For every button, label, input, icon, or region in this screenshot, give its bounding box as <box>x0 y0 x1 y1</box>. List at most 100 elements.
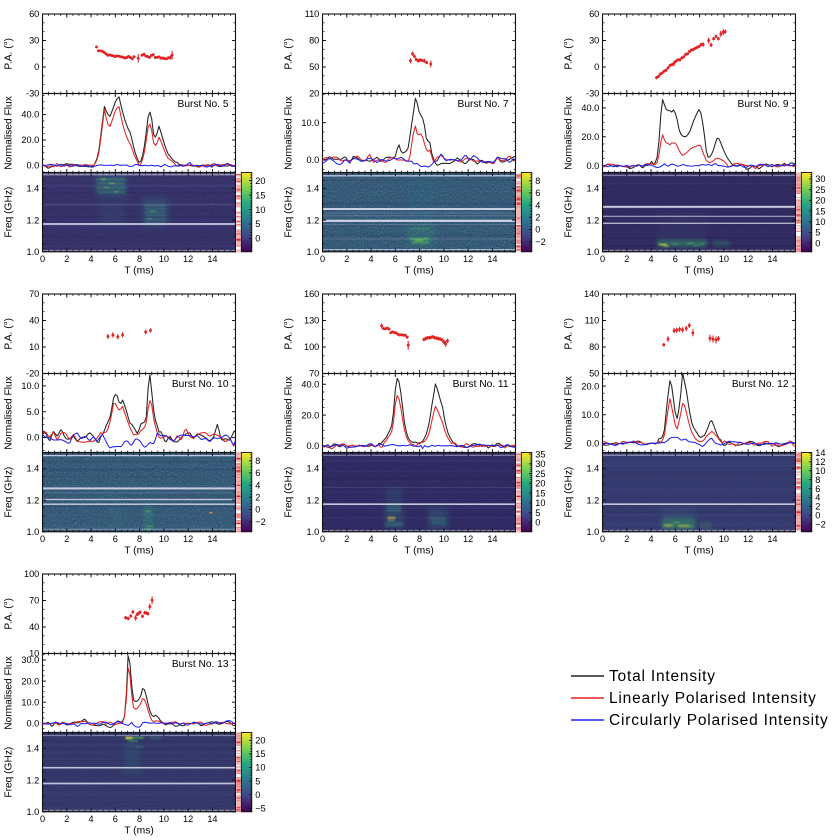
svg-text:2: 2 <box>255 493 260 503</box>
svg-text:0: 0 <box>255 505 260 515</box>
svg-text:1.2: 1.2 <box>587 215 600 225</box>
svg-text:Normalised Flux: Normalised Flux <box>4 96 15 170</box>
svg-text:1.2: 1.2 <box>27 495 40 505</box>
svg-text:20: 20 <box>309 89 319 99</box>
svg-text:−2: −2 <box>535 237 545 247</box>
svg-text:0.0: 0.0 <box>587 161 600 171</box>
svg-text:70: 70 <box>29 289 39 299</box>
svg-text:Normalised Flux: Normalised Flux <box>4 376 15 450</box>
svg-text:10: 10 <box>159 254 169 264</box>
svg-text:1.4: 1.4 <box>587 464 600 474</box>
svg-text:1.0: 1.0 <box>587 527 600 537</box>
svg-text:15: 15 <box>255 749 265 759</box>
svg-text:60: 60 <box>29 9 39 19</box>
svg-text:4: 4 <box>815 493 820 503</box>
svg-text:6: 6 <box>673 534 678 544</box>
svg-text:8: 8 <box>137 534 142 544</box>
svg-text:1.4: 1.4 <box>27 744 40 754</box>
svg-text:1.0: 1.0 <box>307 247 320 257</box>
svg-text:T (ms): T (ms) <box>124 826 154 837</box>
svg-text:20: 20 <box>815 196 825 206</box>
svg-text:T (ms): T (ms) <box>124 266 154 277</box>
svg-text:6: 6 <box>815 484 820 494</box>
svg-text:110: 110 <box>585 316 600 326</box>
svg-text:80: 80 <box>309 36 319 46</box>
svg-text:20: 20 <box>535 479 545 489</box>
svg-text:14: 14 <box>767 534 777 544</box>
svg-text:0.0: 0.0 <box>27 433 40 443</box>
svg-text:10: 10 <box>29 342 39 352</box>
svg-text:1.2: 1.2 <box>27 775 40 785</box>
svg-text:60: 60 <box>589 9 599 19</box>
svg-text:T (ms): T (ms) <box>404 266 434 277</box>
svg-text:12: 12 <box>743 254 753 264</box>
svg-text:10.0: 10.0 <box>21 697 39 707</box>
svg-text:14: 14 <box>487 254 497 264</box>
svg-text:Freq (GHz): Freq (GHz) <box>4 747 15 798</box>
svg-text:12: 12 <box>183 534 193 544</box>
svg-text:Freq (GHz): Freq (GHz) <box>4 187 15 238</box>
svg-text:14: 14 <box>207 814 217 824</box>
svg-text:P.A. (°): P.A. (°) <box>564 38 575 70</box>
svg-text:12: 12 <box>463 254 473 264</box>
svg-text:4: 4 <box>255 480 260 490</box>
svg-text:6: 6 <box>393 254 398 264</box>
svg-text:5: 5 <box>255 219 260 229</box>
svg-text:1.0: 1.0 <box>27 807 40 817</box>
svg-text:6: 6 <box>255 468 260 478</box>
svg-text:0.0: 0.0 <box>27 161 40 171</box>
svg-text:12: 12 <box>183 254 193 264</box>
svg-text:Normalised Flux: Normalised Flux <box>284 376 295 450</box>
svg-text:15: 15 <box>255 190 265 200</box>
svg-text:0: 0 <box>40 534 45 544</box>
svg-text:10: 10 <box>255 763 265 773</box>
svg-text:T (ms): T (ms) <box>124 546 154 557</box>
svg-text:14: 14 <box>815 448 825 458</box>
svg-text:Burst No. 11: Burst No. 11 <box>453 379 509 390</box>
svg-text:8: 8 <box>697 534 702 544</box>
svg-text:-20: -20 <box>26 369 39 379</box>
svg-text:40: 40 <box>29 622 39 632</box>
svg-text:Normalised Flux: Normalised Flux <box>564 376 575 450</box>
svg-text:140: 140 <box>584 289 599 299</box>
svg-text:5.0: 5.0 <box>27 407 40 417</box>
svg-text:70: 70 <box>309 369 319 379</box>
svg-text:Burst No. 13: Burst No. 13 <box>172 659 229 670</box>
svg-text:110: 110 <box>305 9 320 19</box>
svg-text:2: 2 <box>64 254 69 264</box>
svg-text:4: 4 <box>88 254 93 264</box>
svg-text:30: 30 <box>29 36 39 46</box>
svg-text:15: 15 <box>535 488 545 498</box>
svg-text:Burst No. 5: Burst No. 5 <box>178 99 229 110</box>
svg-text:2: 2 <box>64 534 69 544</box>
svg-text:Linearly Polarised Intensity: Linearly Polarised Intensity <box>609 690 817 707</box>
svg-text:100: 100 <box>24 569 39 579</box>
svg-text:−2: −2 <box>815 519 825 529</box>
svg-text:14: 14 <box>207 534 217 544</box>
svg-text:70: 70 <box>29 596 39 606</box>
svg-text:30: 30 <box>815 174 825 184</box>
svg-text:1.4: 1.4 <box>307 184 320 194</box>
svg-text:2: 2 <box>344 254 349 264</box>
svg-text:14: 14 <box>207 254 217 264</box>
svg-text:0: 0 <box>535 518 540 528</box>
svg-text:T (ms): T (ms) <box>404 546 434 557</box>
svg-text:8: 8 <box>417 254 422 264</box>
svg-text:30: 30 <box>589 36 599 46</box>
svg-text:P.A. (°): P.A. (°) <box>4 38 15 70</box>
svg-text:Burst No. 7: Burst No. 7 <box>458 99 509 110</box>
svg-text:5: 5 <box>815 228 820 238</box>
svg-text:160: 160 <box>304 289 319 299</box>
svg-text:10: 10 <box>815 217 825 227</box>
svg-text:6: 6 <box>673 254 678 264</box>
svg-text:0: 0 <box>40 254 45 264</box>
svg-text:4: 4 <box>88 814 93 824</box>
svg-text:0: 0 <box>815 238 820 248</box>
svg-text:20.0: 20.0 <box>581 381 599 391</box>
svg-text:4: 4 <box>648 534 653 544</box>
svg-text:12: 12 <box>463 534 473 544</box>
svg-text:Normalised Flux: Normalised Flux <box>564 96 575 170</box>
svg-text:0: 0 <box>815 511 820 521</box>
svg-text:Burst No. 10: Burst No. 10 <box>172 379 229 390</box>
svg-text:Freq (GHz): Freq (GHz) <box>564 187 575 238</box>
